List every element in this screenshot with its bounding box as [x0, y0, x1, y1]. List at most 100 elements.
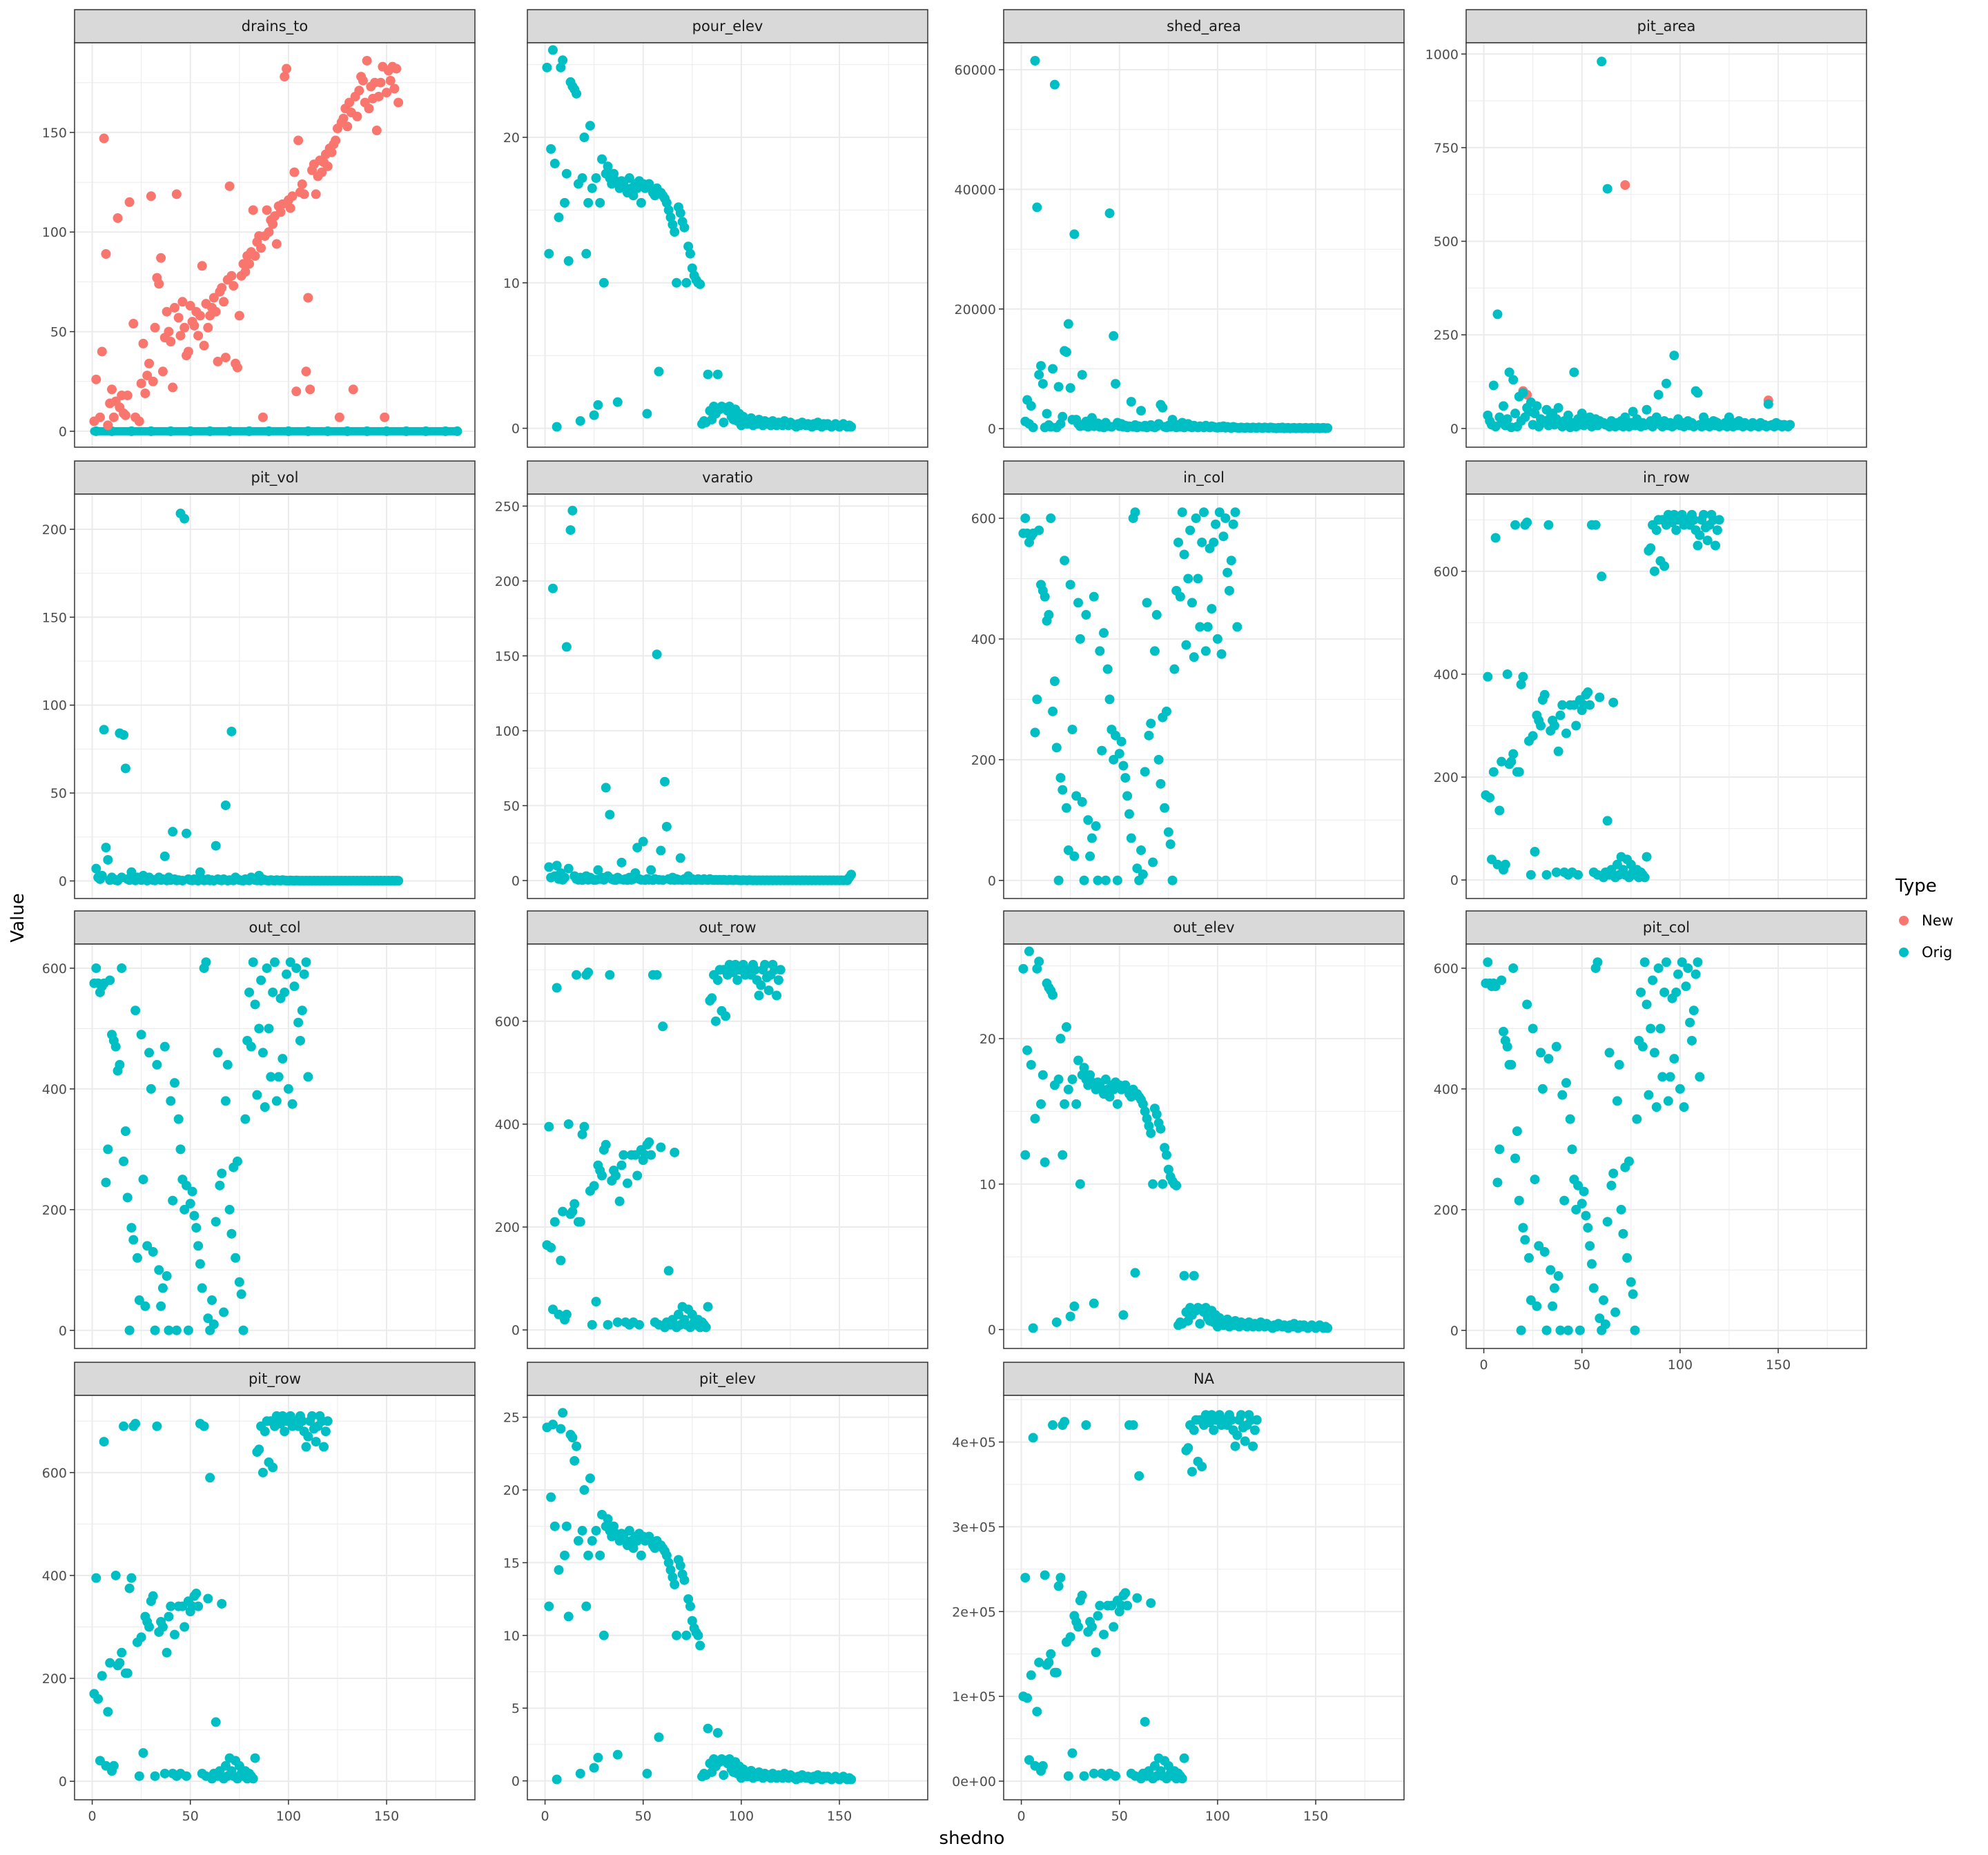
data-point — [1118, 760, 1129, 771]
y-tick-label: 0 — [511, 1323, 520, 1338]
data-point — [1549, 1283, 1559, 1293]
data-point — [1577, 409, 1587, 419]
data-point — [136, 1030, 146, 1040]
data-point — [1514, 767, 1524, 777]
data-point — [1071, 791, 1082, 801]
data-point — [1536, 720, 1546, 731]
data-point — [224, 181, 235, 191]
data-point — [1073, 1055, 1084, 1066]
facet-panel-pour_elev: pour_elev 0 10 20 — [503, 9, 928, 448]
data-point — [1214, 507, 1225, 518]
data-point — [1563, 1325, 1573, 1335]
data-point — [1641, 999, 1652, 1010]
data-point — [567, 1206, 578, 1217]
data-point — [1063, 845, 1073, 856]
data-point — [157, 1622, 168, 1632]
data-point — [593, 865, 603, 875]
data-point — [1040, 1570, 1050, 1580]
data-point — [113, 213, 123, 224]
data-point — [772, 990, 782, 1001]
facet-strip — [74, 9, 476, 43]
data-point — [612, 1749, 623, 1760]
data-point — [317, 167, 327, 177]
data-point — [134, 1771, 144, 1781]
data-point — [154, 279, 164, 289]
data-point — [646, 865, 656, 875]
data-point — [1037, 379, 1048, 389]
x-tick-label: 100 — [1205, 1809, 1230, 1824]
data-point — [157, 1283, 168, 1293]
data-point — [1158, 1179, 1168, 1189]
data-point — [1522, 999, 1532, 1010]
data-point — [750, 965, 760, 975]
data-point — [1553, 1271, 1563, 1282]
data-point — [665, 1564, 676, 1575]
x-tick-label: 100 — [729, 1809, 754, 1824]
data-point — [256, 975, 266, 985]
panel-background — [527, 1395, 928, 1800]
data-point — [1036, 1099, 1046, 1109]
facet-strip-label: pour_elev — [692, 18, 763, 35]
data-point — [1189, 1425, 1199, 1435]
data-point — [703, 1723, 713, 1734]
data-point — [1132, 1593, 1142, 1603]
data-point — [1060, 1099, 1070, 1109]
data-point — [1671, 987, 1682, 997]
data-point — [719, 1770, 729, 1780]
data-point — [1659, 561, 1670, 571]
facet-strip-label: in_col — [1183, 469, 1225, 487]
data-point — [679, 1575, 690, 1585]
series-orig — [90, 426, 462, 436]
data-point — [1185, 525, 1196, 536]
data-point — [311, 1437, 321, 1447]
y-tick-label: 0 — [59, 1774, 67, 1789]
data-point — [1085, 851, 1095, 861]
data-point — [1693, 957, 1703, 968]
data-point — [187, 1186, 197, 1197]
data-point — [1120, 1588, 1131, 1598]
facet-strip — [527, 9, 928, 43]
series-orig — [1020, 56, 1333, 433]
data-point — [199, 1421, 209, 1431]
data-point — [1030, 56, 1040, 66]
y-tick-label: 250 — [1434, 328, 1459, 343]
data-point — [1053, 875, 1064, 885]
data-point — [1085, 1070, 1095, 1080]
panel-background — [1004, 944, 1404, 1348]
data-point — [1483, 671, 1493, 682]
data-point — [1693, 388, 1703, 398]
data-point — [1632, 1114, 1642, 1124]
data-point — [1508, 963, 1519, 973]
data-point — [719, 418, 729, 428]
data-point — [1163, 827, 1173, 837]
data-point — [358, 75, 368, 86]
data-point — [1224, 585, 1234, 596]
data-point — [616, 1160, 627, 1170]
data-point — [273, 1072, 284, 1082]
data-point — [254, 1444, 264, 1455]
data-point — [1069, 851, 1080, 861]
facet-strip — [1003, 9, 1405, 43]
data-point — [1048, 364, 1058, 374]
data-point — [1079, 1771, 1089, 1781]
data-point — [679, 222, 690, 233]
data-point — [307, 1411, 318, 1421]
panel-border — [1003, 943, 1405, 1349]
data-point — [1686, 1035, 1697, 1046]
data-point — [591, 1526, 601, 1536]
data-point — [1506, 756, 1517, 767]
data-point — [291, 963, 302, 973]
data-point — [224, 426, 235, 436]
data-point — [646, 1150, 656, 1160]
data-point — [1109, 331, 1119, 341]
data-point — [342, 121, 353, 132]
data-point — [1637, 1041, 1648, 1052]
data-point — [1690, 969, 1701, 979]
data-point — [1142, 598, 1152, 608]
data-point — [1516, 679, 1526, 689]
data-point — [179, 322, 190, 333]
data-point — [197, 261, 207, 271]
data-point — [695, 279, 705, 289]
facet-panel-out_col: out_col 0 200 400 600 — [42, 910, 476, 1349]
data-point — [846, 1774, 857, 1785]
